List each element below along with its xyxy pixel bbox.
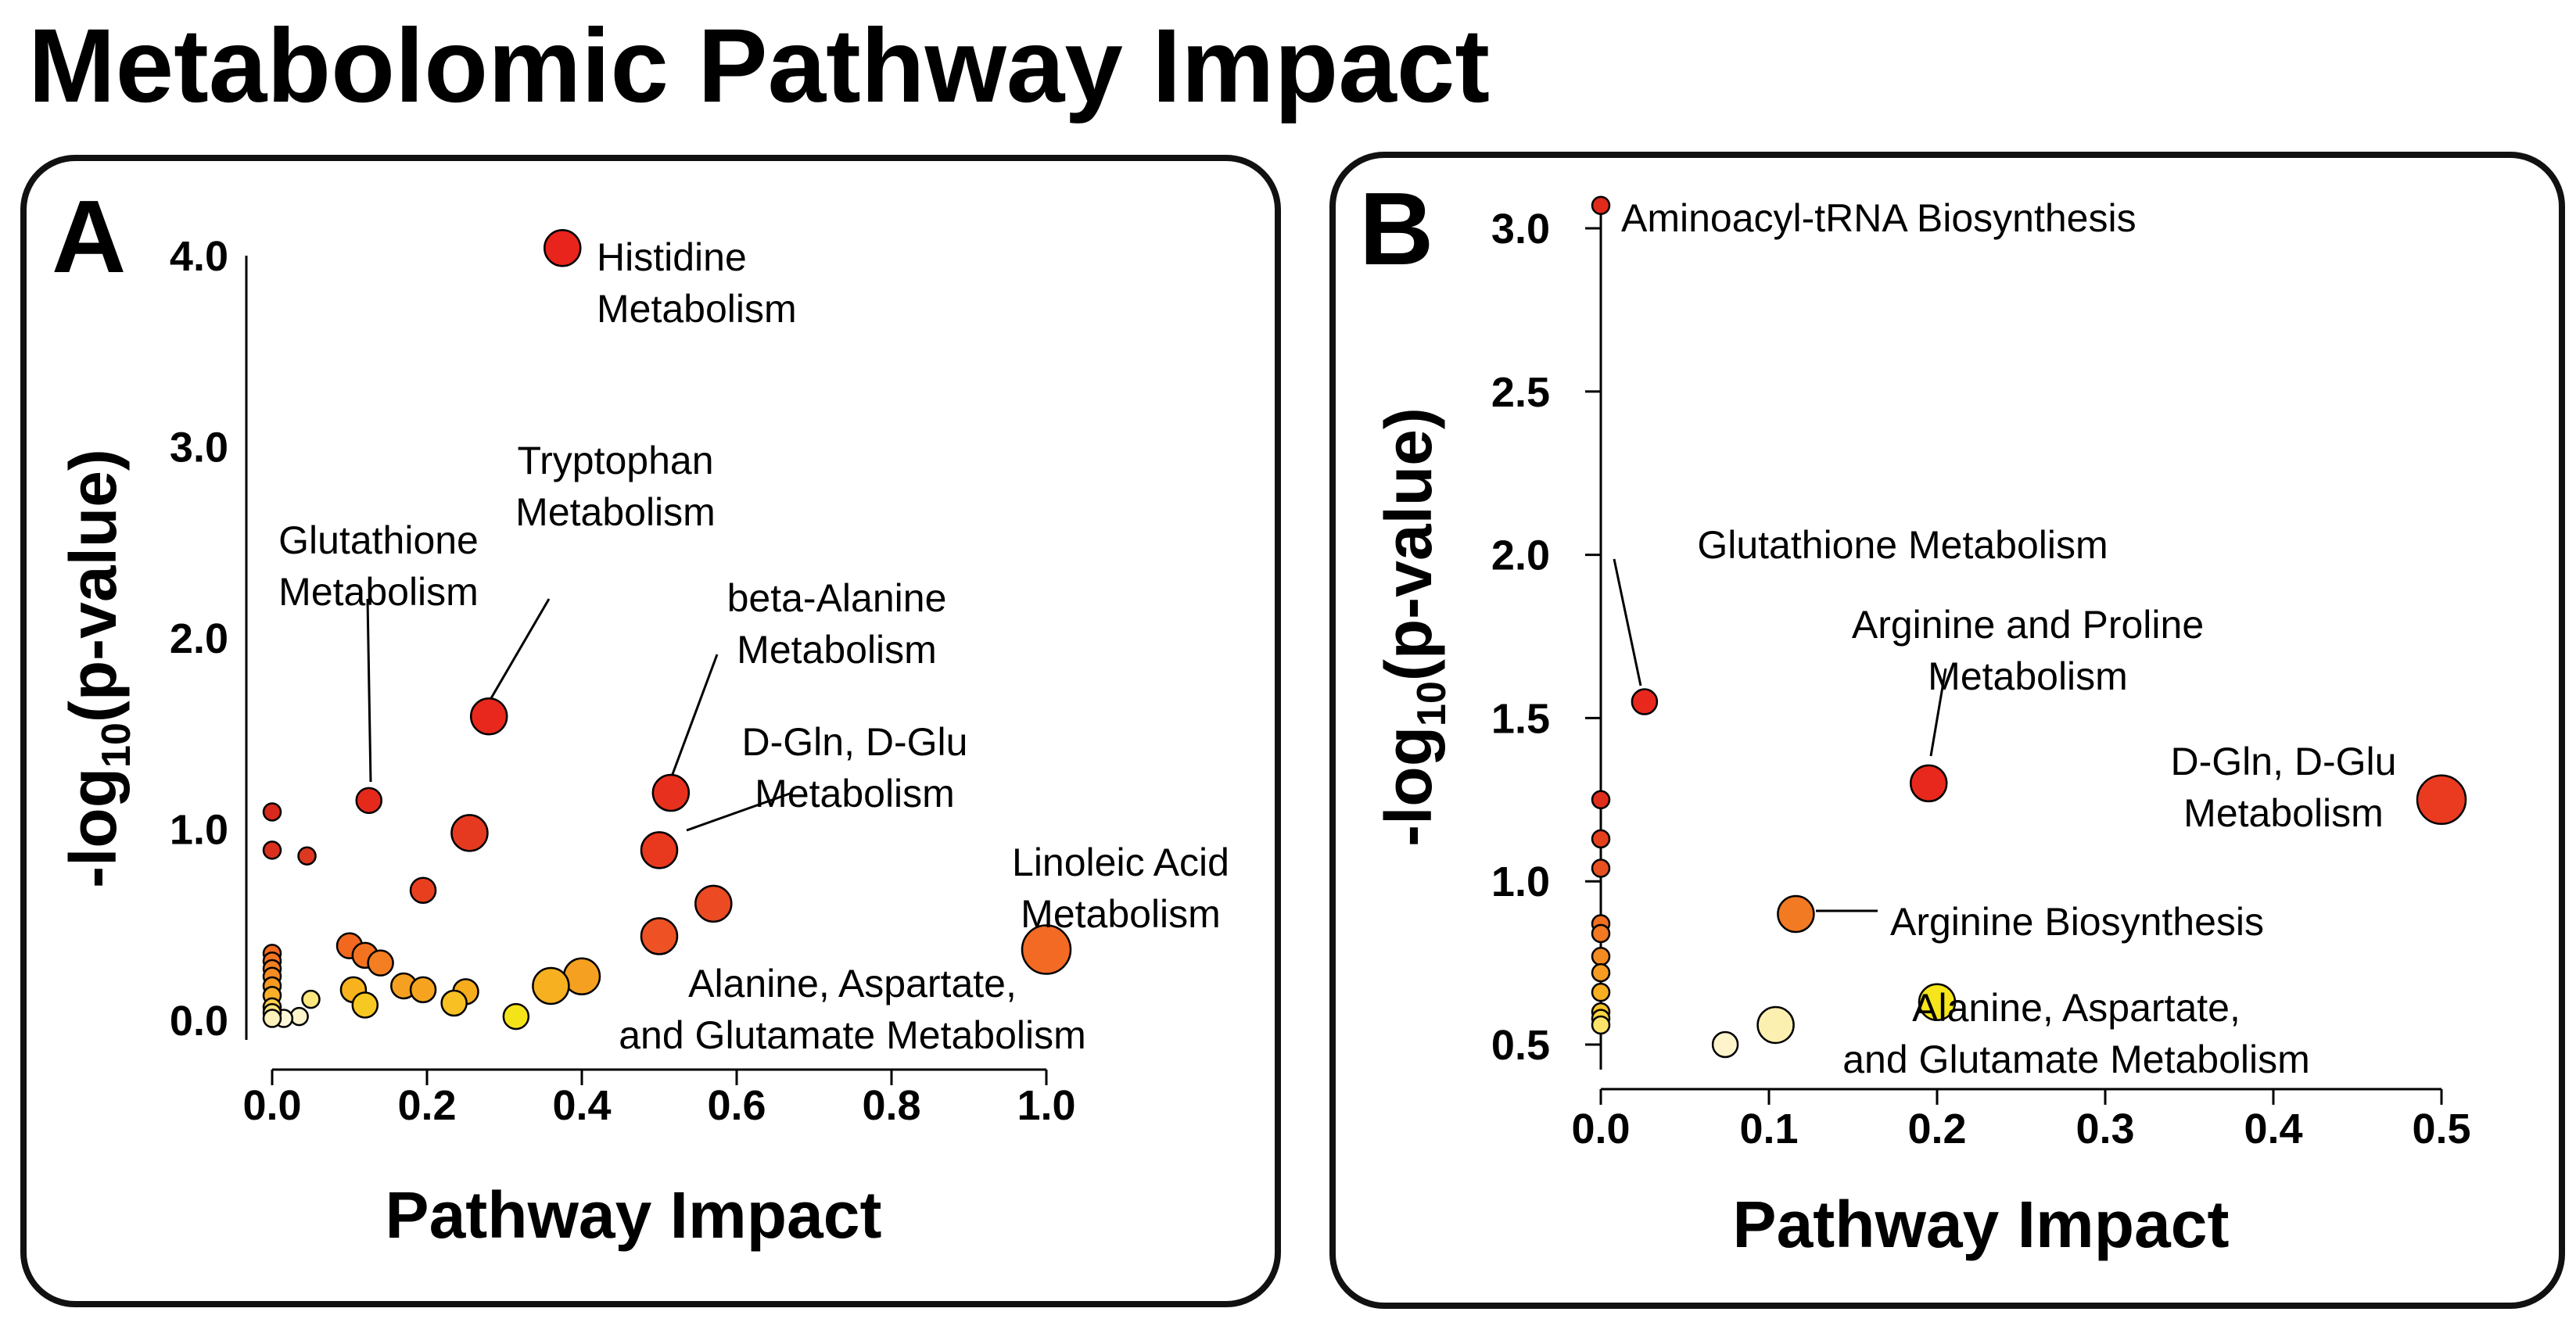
figure-title: Metabolomic Pathway Impact [28,8,1490,124]
panel-b-data-point [1777,894,1815,934]
panel-a-data-point [450,814,489,852]
panel-a-data-point [262,802,282,822]
panel-a-data-point [367,949,394,977]
panel-b-y-tick-label: 0.5 [1491,1022,1550,1069]
panel-a-annotation-label: Tryptophan Metabolism [515,439,716,534]
panel-b-y-tick-label: 2.5 [1491,369,1550,416]
panel-b-letter: B [1359,171,1433,286]
panel-b-data-point [1591,858,1611,878]
panel-a-x-tick-label: 0.4 [552,1082,611,1129]
panel-b-data-point [1591,946,1611,966]
panel-b-y-tick-label: 1.5 [1491,695,1550,742]
panel-a-annotation-leader [366,598,372,783]
panel-a-data-point [1021,924,1072,975]
panel-a-data-point [355,787,382,815]
panel-b-annotation-label: Arginine Biosynthesis [1890,900,2264,944]
panel-b-data-point [1591,1015,1611,1035]
panel-a-annotation-label: Alanine, Aspartate, and Glutamate Metabol… [619,962,1086,1057]
panel-b-annotation-label: Alanine, Aspartate, and Glutamate Metabol… [1842,986,2310,1081]
panel-a-data-point [440,989,468,1017]
panel-b-x-tick-label: 0.4 [2244,1106,2302,1152]
panel-b-data-point [1591,962,1611,983]
panel-a-data-point [289,1006,309,1027]
panel-a-annotation-leader [668,654,719,783]
panel-a-y-tick-label: 3.0 [170,425,228,471]
panel-b-annotation-leader [1613,558,1642,686]
panel-a-x-tick-label: 0.8 [862,1082,920,1129]
panel-a-x-tick-label: 0.2 [397,1082,456,1129]
panel-b-y-tick-label: 3.0 [1491,206,1550,253]
panel-a-y-tick-label: 2.0 [170,615,228,662]
panel-a-annotation-label: beta-Alanine Metabolism [727,576,947,672]
panel-b-x-tick-label: 0.2 [1907,1106,1966,1152]
panel-a-data-point [262,841,282,860]
panel-b-data-point [2416,774,2467,826]
panel-a-data-point [262,1009,282,1028]
panel-b-x-tick-label: 0.3 [2076,1106,2134,1152]
panel-b-annotation-label: Arginine and Proline Metabolism [1852,603,2204,698]
panel-b-x-tick-label: 0.0 [1571,1106,1630,1152]
panel-a-annotation-label: D-Gln, D-Glu Metabolism [742,720,968,815]
panel-b-y-tick-label: 1.0 [1491,858,1550,905]
panel-b-data-point [1591,923,1611,944]
panel-b-annotation-leader [1929,668,1947,757]
panel-a-data-point [351,991,379,1019]
panel-b-data-point [1918,983,1957,1021]
panel-b-data-point [1591,982,1611,1002]
panel-b-frame [1329,152,2565,1309]
panel-a-frame [20,155,1281,1307]
panel-a-annotation-label: Glutathione Metabolism [278,518,479,614]
panel-a-data-point [544,228,582,267]
panel-b-y-tick-label: 2.0 [1491,532,1550,579]
panel-b-annotation-label: D-Gln, D-Glu Metabolism [2171,740,2397,835]
panel-a-letter: A [52,179,126,294]
panel-a-x-tick-label: 0.0 [242,1082,301,1129]
panel-a-x-axis-label: Pathway Impact [386,1178,882,1252]
panel-a-annotation-leader [490,598,551,699]
panel-a-data-point [532,966,570,1005]
panel-a-y-tick-label: 0.0 [170,998,228,1045]
panel-a-data-point [640,917,679,955]
panel-b-x-tick-label: 0.5 [2412,1106,2470,1152]
panel-a-y-axis-label: -log10(p-value) [56,449,139,888]
panel-b-data-point [1591,195,1611,216]
panel-a-data-point [409,876,437,904]
panel-b-data-point [1756,1005,1795,1045]
panel-a-y-tick-label: 4.0 [170,233,228,280]
panel-a-annotation-label: Histidine Metabolism [597,235,797,331]
panel-b-annotation-label: Glutathione Metabolism [1697,523,2108,567]
panel-b-data-point [1910,764,1948,803]
panel-a-data-point [297,846,317,866]
panel-a-data-point [409,976,437,1004]
panel-b-data-point [1591,829,1611,849]
panel-a-y-tick-label: 1.0 [170,807,228,854]
panel-a-annotation-label: Linoleic Acid Metabolism [1012,841,1229,936]
panel-a-x-tick-label: 0.6 [707,1082,766,1129]
panel-a-data-point [640,831,679,869]
panel-b-data-point [1591,790,1611,810]
panel-b-annotation-label: Aminoacyl-tRNA Biosynthesis [1621,196,2137,240]
panel-a-data-point [694,884,733,923]
panel-b-x-axis-label: Pathway Impact [1733,1188,2230,1261]
panel-a-x-tick-label: 1.0 [1017,1082,1075,1129]
panel-a-data-point [502,1002,530,1030]
panel-a-data-point [651,773,691,812]
panel-b-data-point [1711,1030,1739,1059]
panel-a-annotation-leader [686,792,791,832]
panel-b-x-tick-label: 0.1 [1739,1106,1798,1152]
panel-a-data-point [469,697,508,736]
panel-b-y-axis-label: -log10(p-value) [1372,407,1455,847]
panel-a-data-point [301,989,321,1009]
panel-b-data-point [1631,688,1659,715]
